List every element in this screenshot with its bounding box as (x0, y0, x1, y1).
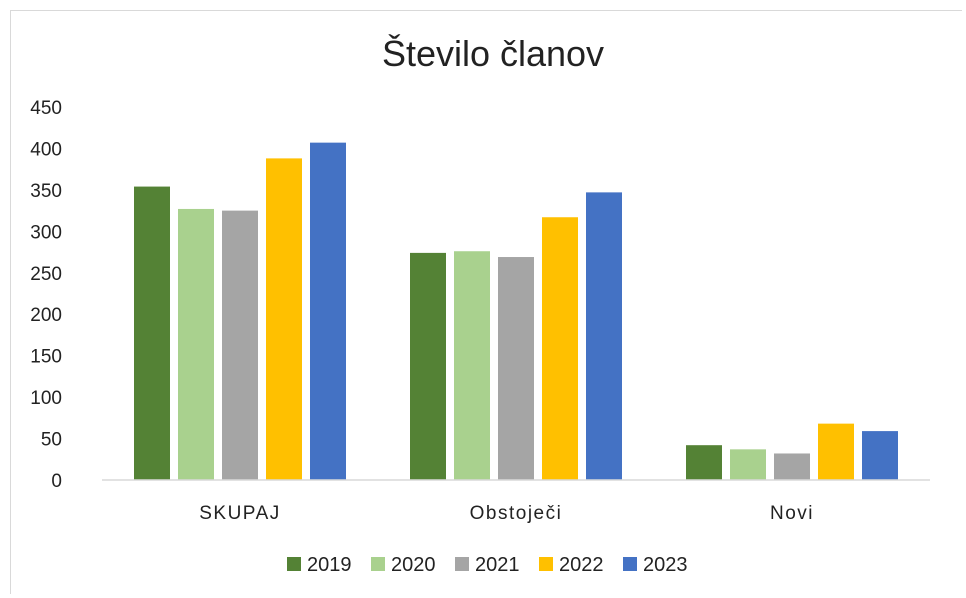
y-tick-label: 150 (30, 347, 62, 368)
bar-2019-0 (134, 186, 170, 480)
bar-2020-2 (730, 449, 766, 480)
category-label: Obstoječi (470, 503, 563, 524)
legend-swatch (455, 557, 469, 571)
x-axis: SKUPAJ Obstoječi Novi (199, 503, 814, 524)
legend-swatch (623, 557, 637, 571)
bar-2023-0 (310, 142, 346, 481)
legend-label: 2021 (475, 554, 520, 576)
legend-label: 2022 (559, 554, 604, 576)
bar-2019-1 (410, 252, 446, 480)
bar-2021-0 (222, 210, 258, 480)
y-tick-label: 400 (30, 139, 62, 160)
legend-label: 2019 (307, 554, 352, 576)
bar-2022-1 (542, 217, 578, 480)
category-label: Novi (770, 503, 814, 524)
bar-2023-2 (862, 431, 898, 480)
y-tick-label: 50 (41, 430, 62, 451)
legend-item-2022: 2022 (539, 554, 604, 576)
legend-label: 2020 (391, 554, 436, 576)
chart-frame (10, 10, 962, 594)
legend-swatch (539, 557, 553, 571)
bar-2019-2 (686, 445, 722, 480)
y-tick-label: 450 (30, 98, 62, 119)
chart-title: Število članov (382, 33, 604, 74)
y-tick-label: 0 (51, 471, 62, 492)
bar-2022-2 (818, 423, 854, 480)
y-tick-label: 200 (30, 305, 62, 326)
legend: 2019 2020 2021 2022 2023 (287, 554, 688, 576)
legend-item-2020: 2020 (371, 554, 436, 576)
bar-2020-1 (454, 251, 490, 480)
bar-2022-0 (266, 158, 302, 480)
bar-2021-1 (498, 257, 534, 480)
legend-swatch (371, 557, 385, 571)
bars (134, 142, 898, 481)
bar-2021-2 (774, 453, 810, 480)
legend-swatch (287, 557, 301, 571)
legend-item-2019: 2019 (287, 554, 352, 576)
legend-item-2021: 2021 (455, 554, 520, 576)
bar-2020-0 (178, 208, 214, 480)
y-tick-label: 300 (30, 222, 62, 243)
category-label: SKUPAJ (199, 503, 281, 524)
y-tick-label: 100 (30, 388, 62, 409)
legend-item-2023: 2023 (623, 554, 688, 576)
y-axis: 0 50 100 150 200 250 300 350 400 450 (30, 98, 62, 492)
y-tick-label: 350 (30, 181, 62, 202)
bar-2023-1 (586, 192, 622, 480)
legend-label: 2023 (643, 554, 688, 576)
y-tick-label: 250 (30, 264, 62, 285)
